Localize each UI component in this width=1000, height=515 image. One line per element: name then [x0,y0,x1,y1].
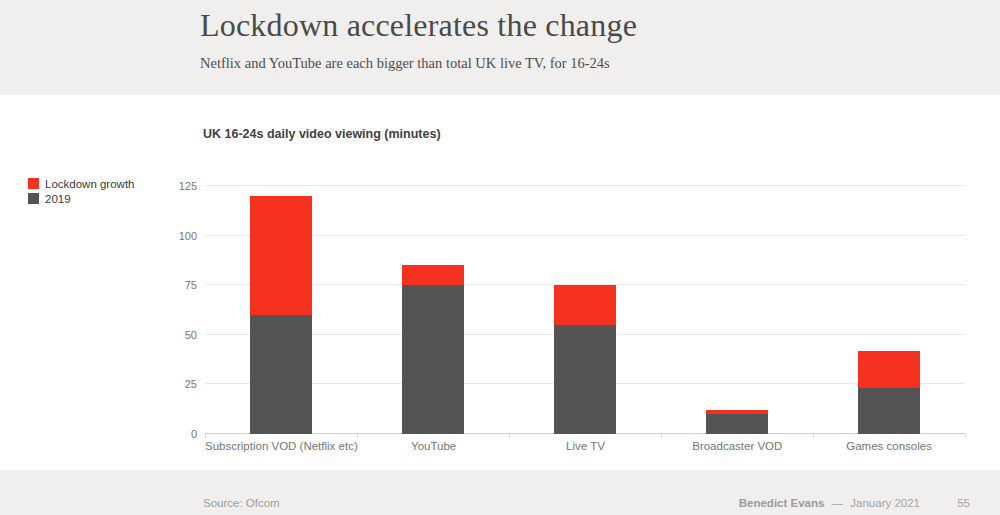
y-tick-label: 100 [157,230,197,241]
bar-column [509,186,661,434]
x-axis-tick [509,434,510,438]
legend-swatch [28,178,39,189]
bar-segment-2019 [402,285,464,434]
slide: Lockdown accelerates the change Netflix … [0,0,1000,515]
x-axis-tick [965,434,966,438]
bar-column [205,186,357,434]
bar-segment-lockdown-growth [250,196,312,315]
chart-legend: Lockdown growth 2019 [28,176,135,206]
x-axis-tick [357,434,358,438]
footer-credit: Benedict Evans — January 2021 [739,497,920,509]
x-axis-labels: Subscription VOD (Netflix etc)YouTubeLiv… [205,440,965,452]
legend-label: 2019 [45,193,71,205]
y-tick-label: 0 [157,429,197,440]
bar-column [661,186,813,434]
bar-segment-lockdown-growth [402,265,464,285]
category-label: Games consoles [813,440,965,452]
legend-label: Lockdown growth [45,178,135,190]
category-label: Broadcaster VOD [661,440,813,452]
y-tick-label: 125 [157,181,197,192]
footer-separator: — [832,497,844,509]
page-number: 55 [957,497,970,509]
bar-segment-lockdown-growth [858,351,920,389]
slide-subtitle: Netflix and YouTube are each bigger than… [200,55,610,72]
stacked-bar [402,186,464,434]
stacked-bar [858,186,920,434]
bar-columns [205,186,965,434]
legend-item: Lockdown growth [28,176,135,191]
category-label: Live TV [510,440,662,452]
stacked-bar [706,186,768,434]
slide-title: Lockdown accelerates the change [200,7,637,44]
chart-title: UK 16-24s daily video viewing (minutes) [203,127,441,141]
bar-column [357,186,509,434]
source-note: Source: Ofcom [203,497,280,509]
y-tick-label: 25 [157,379,197,390]
bar-segment-2019 [706,414,768,434]
category-label: YouTube [358,440,510,452]
y-tick-label: 50 [157,329,197,340]
bar-segment-lockdown-growth [554,285,616,325]
footer-date: January 2021 [850,497,920,509]
y-axis: 0255075100125 [157,186,197,434]
legend-swatch [28,193,39,204]
bar-segment-2019 [250,315,312,434]
stacked-bar [554,186,616,434]
x-axis-tick [661,434,662,438]
bar-segment-2019 [858,388,920,434]
category-label: Subscription VOD (Netflix etc) [205,440,358,452]
plot-area [205,186,965,434]
y-tick-label: 75 [157,280,197,291]
author-name: Benedict Evans [739,497,825,509]
bar-segment-2019 [554,325,616,434]
x-axis-tick [813,434,814,438]
stacked-bar [250,186,312,434]
bar-column [813,186,965,434]
legend-item: 2019 [28,191,135,206]
x-axis-tick [205,434,206,438]
